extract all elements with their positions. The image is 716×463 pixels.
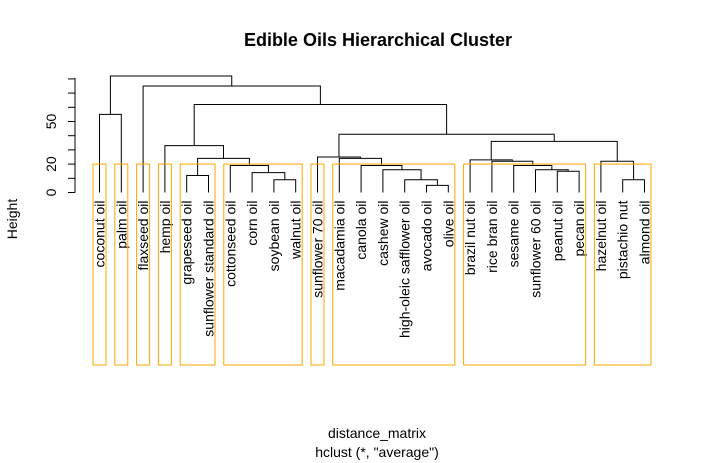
dendrogram-branch [273,179,297,193]
dendrogram-branch [469,159,513,193]
dendrogram-branch [193,103,448,146]
leaf-label: cottonseed oil [222,201,238,287]
dendrogram-branch [535,169,569,193]
x-axis-label: distance_matrix [328,425,426,441]
leaf-label: sunflower 70 oil [310,201,326,298]
leaf-label: hazelnut oil [593,201,609,272]
leaf-label: avocado oil [419,201,435,272]
leaf-label: grapeseed oil [179,201,195,285]
leaf-label: olive oil [440,201,456,248]
leaf-label: coconut oil [92,201,108,268]
cluster-box [593,163,652,366]
dendrogram-branch [556,170,580,193]
leaf-label: pistachio nut [615,200,631,279]
cluster-box [157,163,172,366]
dendrogram-branch [251,172,286,193]
leaf-label: cashew oil [375,201,391,266]
leaf-label: pecan oil [571,201,587,257]
y-tick-label: 20 [43,156,59,172]
cluster-box [179,163,216,366]
leaf-label: sunflower standard oil [201,201,217,337]
dendrogram-branch [338,133,555,157]
cluster-box [223,163,303,366]
leaf-label: rice bran oil [484,201,500,273]
cluster-box [310,163,325,366]
leaf-label: peanut oil [549,201,565,262]
dendrogram-branch [338,157,383,193]
dendrogram-branch [382,169,422,193]
dendrogram-branch [99,113,122,193]
leaf-label: soybean oil [266,201,282,272]
dendrogram-branch [186,174,209,193]
cluster-box [114,163,129,366]
dendrogram-branch [229,165,269,193]
method-sublabel: hclust (*, "average") [315,444,439,460]
leaf-label: sunflower 60 oil [528,201,544,298]
dendrogram-branch [142,85,321,193]
leaf-label: hemp oil [157,201,173,254]
cluster-boxes [92,163,652,366]
leaf-label: flaxseed oil [135,201,151,271]
leaf-label: brazil nut oil [462,201,478,276]
dendrogram-branch [426,184,449,193]
dendrogram-branch [622,179,645,193]
leaf-label: sesame oil [506,201,522,268]
cluster-box [136,163,151,366]
y-tick-label: 0 [43,188,59,196]
dendrogram-branches [99,75,645,193]
dendrogram-branch [490,140,618,162]
dendrogram-branch [109,75,233,115]
leaf-label: canola oil [353,201,369,260]
dendrogram-branch [600,160,635,193]
cluster-box [332,163,456,366]
leaf-label: macadamia oil [331,201,347,291]
y-tick-label: 50 [43,114,59,130]
leaf-labels: coconut oil palm oil flaxseed oil hemp oil g… [92,200,653,338]
leaf-label: walnut oil [288,201,304,260]
y-axis: 0 20 50 [43,78,76,196]
leaf-label: corn oil [244,201,260,246]
chart-title: Edible Oils Hierarchical Cluster [244,30,512,50]
dendrogram-branch [404,179,438,193]
cluster-box [463,163,587,366]
leaf-label: palm oil [113,201,129,249]
y-axis-label: Height [4,199,20,240]
cluster-box [92,163,107,366]
leaf-label: high-oleic safflower oil [397,201,413,338]
leaf-label: almond oil [637,201,653,265]
